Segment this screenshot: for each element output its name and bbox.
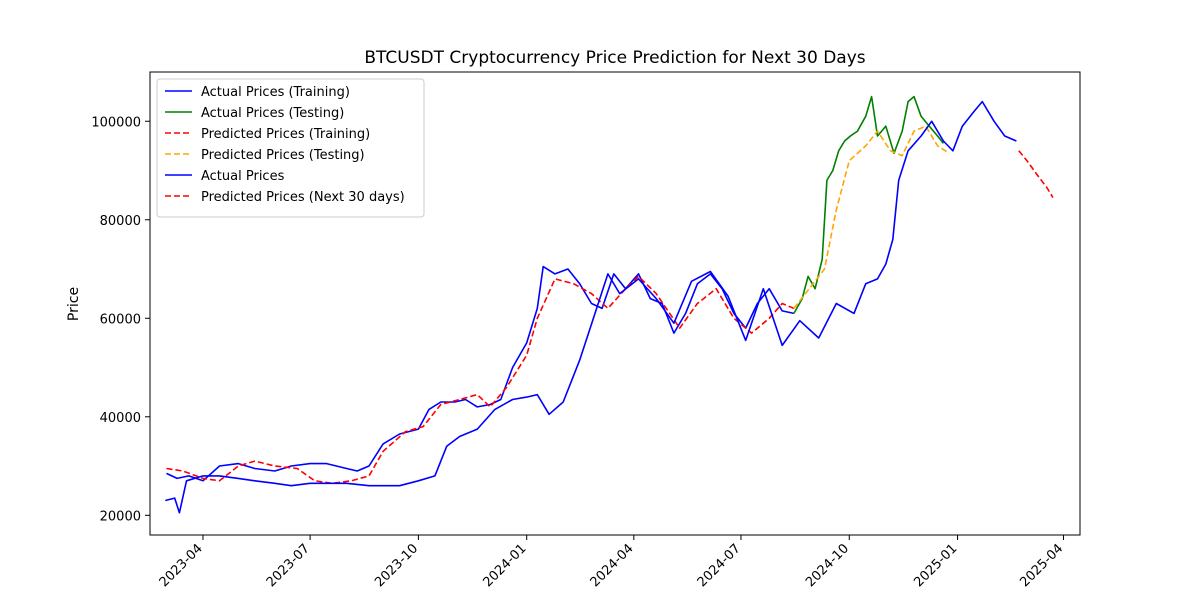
series-line-6 — [1018, 150, 1054, 199]
legend-label-4: Predicted Prices (Testing) — [201, 148, 365, 163]
legend-label-5: Actual Prices — [201, 169, 285, 184]
x-tick-label: 2023-10 — [372, 541, 421, 590]
series-line-3 — [166, 275, 795, 485]
legend-box — [156, 78, 425, 218]
y-tick-label: 100000 — [91, 115, 141, 130]
legend: Actual Prices (Training) Actual Prices (T… — [156, 78, 425, 218]
x-tick-label: 2024-10 — [803, 541, 852, 590]
chart-title: BTCUSDT Cryptocurrency Price Prediction … — [364, 48, 865, 68]
x-tick-label: 2025-01 — [911, 541, 960, 590]
series-line-5 — [165, 100, 1017, 514]
series-line-4 — [793, 125, 950, 309]
x-tick-label: 2025-04 — [1017, 541, 1066, 590]
series-layer — [165, 95, 1054, 514]
y-tick-label: 80000 — [100, 214, 141, 229]
x-tick-label: 2024-01 — [481, 541, 530, 590]
x-tick-label: 2023-07 — [264, 541, 313, 590]
y-tick-label: 40000 — [100, 411, 141, 426]
x-tick-label: 2024-04 — [588, 541, 637, 590]
plot-frame — [149, 71, 1081, 536]
y-axis-label: Price — [66, 287, 82, 321]
series-line-1 — [166, 265, 795, 482]
y-tick-label: 60000 — [100, 312, 141, 327]
x-tick-label: 2024-07 — [695, 541, 744, 590]
x-tick-label: 2023-04 — [157, 541, 206, 590]
legend-label-2: Actual Prices (Testing) — [201, 106, 344, 121]
y-tick-label: 20000 — [100, 509, 141, 524]
legend-label-6: Predicted Prices (Next 30 days) — [201, 190, 405, 205]
series-line-2 — [793, 95, 945, 314]
legend-label-1: Actual Prices (Training) — [201, 85, 350, 100]
legend-label-3: Predicted Prices (Training) — [201, 127, 370, 142]
